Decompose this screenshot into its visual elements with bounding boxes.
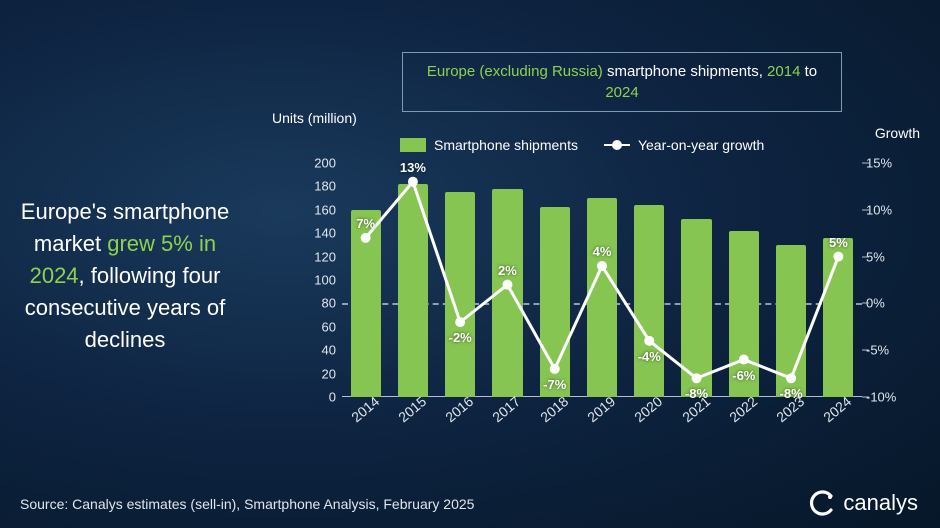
logo-mark-icon [809,490,835,516]
y-left-tick: 160 [302,202,336,217]
y-left-tick: 200 [302,156,336,171]
y-right-tick: 15% [866,156,910,171]
logo-text: canalys [843,490,918,516]
growth-point-label: -6% [732,368,755,383]
y-right-tick: 10% [866,202,910,217]
y-left-tick: 180 [302,179,336,194]
growth-point-label: 7% [356,216,375,231]
x-tick-label: 2020 [631,393,665,425]
y-left-tick: 140 [302,226,336,241]
y-left-tick: 100 [302,273,336,288]
growth-line [342,163,862,397]
y-right-axis-label: Growth [875,125,920,141]
chart: Units (million) Growth Smartphone shipme… [260,115,920,465]
growth-point-label: -8% [780,386,803,401]
y-left-axis-label: Units (million) [272,109,357,127]
subtitle-seg4: to [800,63,817,80]
subtitle-box: Europe (excluding Russia) smartphone shi… [402,52,842,112]
headline: Europe's smartphone market grew 5% in 20… [0,196,250,355]
y-left-tick: 60 [302,319,336,334]
growth-point-label: 2% [498,263,517,278]
growth-point-label: -7% [543,377,566,392]
subtitle-seg5: 2024 [605,84,638,101]
x-tick-label: 2022 [726,393,760,425]
x-tick-label: 2016 [442,393,476,425]
y-right-tick: -5% [866,343,910,358]
subtitle-seg1: Europe (excluding Russia) [427,63,603,80]
y-right-tick: 5% [866,249,910,264]
growth-point-label: 5% [829,235,848,250]
growth-point-label: -2% [449,330,472,345]
legend: Smartphone shipments Year-on-year growth [400,137,764,153]
x-tick-label: 2019 [584,393,618,425]
growth-point-label: 13% [400,160,426,175]
y-left-tick: 0 [302,390,336,405]
x-tick-label: 2024 [820,393,854,425]
y-right-tick: 0% [866,296,910,311]
bar-swatch-icon [400,138,426,152]
y-left-tick: 20 [302,366,336,381]
legend-bar: Smartphone shipments [400,137,578,153]
x-tick-label: 2018 [537,393,571,425]
y-left-tick: 120 [302,249,336,264]
source-text: Source: Canalys estimates (sell-in), Sma… [20,496,474,512]
growth-point-label: -8% [685,386,708,401]
y-left-tick: 40 [302,343,336,358]
legend-bar-label: Smartphone shipments [434,137,578,153]
x-tick-label: 2017 [490,393,524,425]
x-tick-label: 2015 [395,393,429,425]
subtitle-seg3: 2014 [767,63,800,80]
legend-line-label: Year-on-year growth [638,137,764,153]
growth-point-label: 4% [593,244,612,259]
y-left-tick: 80 [302,296,336,311]
line-swatch-icon [604,144,630,146]
legend-line: Year-on-year growth [604,137,764,153]
subtitle-seg2: smartphone shipments, [603,63,767,80]
brand-logo: canalys [809,490,918,516]
x-tick-label: 2014 [348,393,382,425]
y-right-tick: -10% [866,390,910,405]
plot-region: 020406080100120140160180200-10%-5%0%5%10… [342,163,862,397]
growth-point-label: -4% [638,349,661,364]
